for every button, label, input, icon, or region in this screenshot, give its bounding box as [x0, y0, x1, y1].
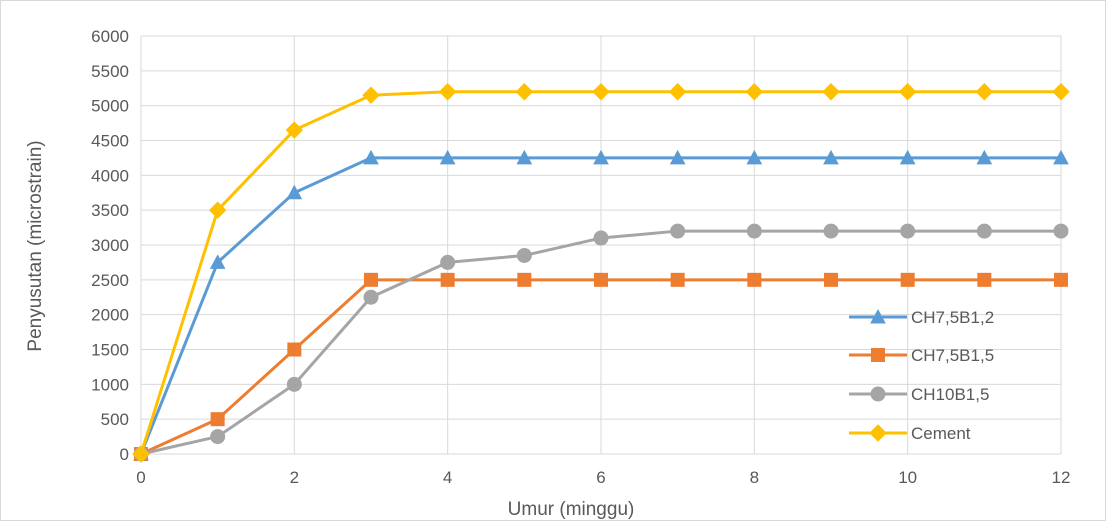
- x-tick-label: 2: [290, 468, 299, 487]
- data-point-cement: [898, 83, 917, 101]
- y-tick-label: 6000: [91, 27, 129, 46]
- data-point-ch7-5b1-2: [976, 149, 993, 165]
- legend-marker: [869, 424, 887, 442]
- y-tick-label: 3500: [91, 201, 129, 220]
- legend: CH7,5B1,2 CH7,5B1,5 CH10B1,5 Cement: [849, 308, 994, 443]
- data-point-cement: [132, 445, 150, 463]
- y-tick-label: 1500: [91, 341, 129, 360]
- y-tick-label: 500: [101, 410, 129, 429]
- data-point-cement: [208, 201, 227, 219]
- data-point-cement: [285, 121, 304, 139]
- data-point-ch7-5b1-2: [363, 149, 379, 165]
- y-tick-label: 2500: [91, 271, 129, 290]
- legend-label: CH7,5B1,5: [911, 346, 994, 365]
- data-point-ch10b1-5: [593, 230, 609, 246]
- y-axis-ticks: 0 500 1000 1500 2000 2500 3000 3500 4000 4500 5000…: [91, 27, 129, 464]
- x-axis-ticks: 0 2 4 6 8 10 12: [136, 468, 1070, 487]
- data-point-ch10b1-5: [286, 376, 302, 392]
- data-point-cement: [592, 83, 610, 101]
- legend-label: Cement: [911, 424, 971, 443]
- legend-label: CH7,5B1,2: [911, 308, 994, 327]
- x-tick-label: 10: [898, 468, 917, 487]
- y-tick-label: 5000: [91, 97, 129, 116]
- data-point-ch7-5b1-2: [899, 149, 916, 165]
- data-point-ch7-5b1-5: [594, 272, 608, 287]
- data-point-ch7-5b1-2: [286, 184, 303, 200]
- x-tick-label: 6: [596, 468, 605, 487]
- data-point-ch10b1-5: [976, 223, 992, 239]
- data-point-ch7-5b1-2: [669, 149, 686, 165]
- legend-marker: [870, 308, 886, 324]
- data-point-ch7-5b1-2: [593, 149, 609, 165]
- data-point-ch7-5b1-2: [516, 149, 533, 165]
- data-point-ch7-5b1-2: [823, 149, 839, 165]
- data-point-ch7-5b1-5: [670, 272, 685, 287]
- legend-item-cement: Cement: [849, 424, 971, 443]
- data-point-ch7-5b1-5: [900, 272, 915, 287]
- x-tick-label: 8: [750, 468, 759, 487]
- x-tick-label: 4: [443, 468, 452, 487]
- y-axis-title: Penyusutan (microstrain): [25, 140, 46, 351]
- data-point-ch7-5b1-5: [977, 272, 992, 287]
- data-point-cement: [362, 86, 380, 104]
- data-point-ch7-5b1-2: [439, 149, 456, 165]
- y-tick-label: 2000: [91, 306, 129, 325]
- data-point-cement: [668, 83, 687, 101]
- legend-marker: [870, 386, 886, 402]
- series-lines: [132, 83, 1070, 463]
- series-ch10b1-5: [133, 223, 1069, 462]
- data-point-ch10b1-5: [440, 254, 456, 270]
- y-tick-label: 3000: [91, 236, 129, 255]
- data-point-cement: [438, 83, 457, 101]
- data-point-cement: [822, 83, 840, 101]
- data-point-ch10b1-5: [210, 429, 226, 445]
- data-point-ch10b1-5: [746, 223, 762, 239]
- y-tick-label: 5500: [91, 62, 129, 81]
- y-tick-label: 4000: [91, 166, 129, 185]
- data-point-cement: [975, 83, 994, 101]
- data-point-ch7-5b1-5: [440, 272, 455, 287]
- series-cement: [132, 83, 1070, 463]
- y-tick-label: 1000: [91, 375, 129, 394]
- data-point-ch10b1-5: [823, 223, 839, 239]
- y-tick-label: 0: [120, 445, 129, 464]
- data-point-ch7-5b1-5: [364, 272, 378, 287]
- data-point-cement: [1052, 83, 1070, 101]
- data-point-cement: [515, 83, 534, 101]
- data-point-ch10b1-5: [900, 223, 916, 239]
- legend-marker: [871, 348, 885, 362]
- data-point-ch10b1-5: [516, 247, 532, 263]
- data-point-ch10b1-5: [670, 223, 686, 239]
- data-point-ch7-5b1-5: [1054, 272, 1068, 287]
- data-point-ch7-5b1-2: [1053, 149, 1069, 165]
- data-point-ch10b1-5: [1053, 223, 1069, 239]
- y-tick-label: 4500: [91, 132, 129, 151]
- x-tick-label: 0: [136, 468, 145, 487]
- series-ch7-5b1-5: [134, 272, 1068, 461]
- data-point-ch7-5b1-5: [517, 272, 532, 287]
- data-point-ch7-5b1-2: [746, 149, 763, 165]
- legend-label: CH10B1,5: [911, 385, 989, 404]
- legend-item-ch7-5b1-5: CH7,5B1,5: [849, 346, 994, 365]
- data-point-ch7-5b1-2: [209, 254, 226, 269]
- data-point-ch7-5b1-5: [210, 412, 225, 427]
- data-point-cement: [745, 83, 764, 101]
- legend-item-ch7-5b1-2: CH7,5B1,2: [849, 308, 994, 327]
- x-axis-title: Umur (minggu): [508, 499, 635, 520]
- data-point-ch7-5b1-5: [824, 272, 838, 287]
- legend-item-ch10b1-5: CH10B1,5: [849, 385, 989, 404]
- data-point-ch10b1-5: [363, 289, 379, 305]
- x-tick-label: 12: [1052, 468, 1071, 487]
- data-point-ch7-5b1-5: [747, 272, 762, 287]
- data-point-ch7-5b1-5: [287, 342, 302, 357]
